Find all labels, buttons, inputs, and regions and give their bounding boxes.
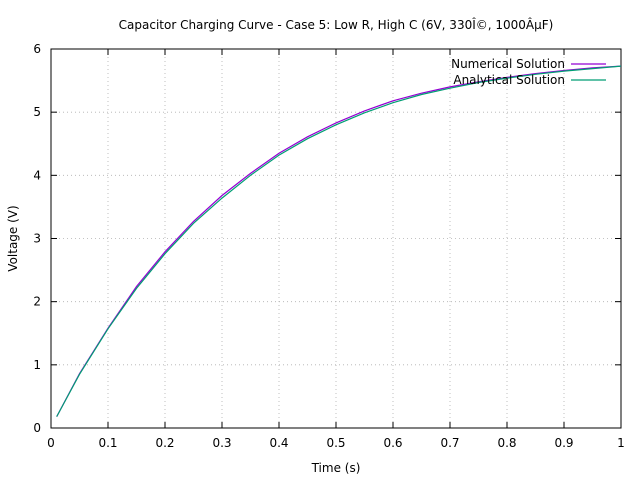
x-tick-label: 0.6 — [383, 436, 402, 450]
y-tick-label: 3 — [33, 232, 41, 246]
x-tick-label: 0.7 — [440, 436, 459, 450]
chart-title: Capacitor Charging Curve - Case 5: Low R… — [119, 17, 554, 32]
x-tick-label: 0.1 — [98, 436, 117, 450]
y-tick-label: 0 — [33, 421, 41, 435]
y-tick-label: 1 — [33, 358, 41, 372]
x-tick-label: 1 — [617, 436, 625, 450]
y-tick-label: 5 — [33, 105, 41, 119]
legend-label-1: Numerical Solution — [451, 57, 565, 71]
y-tick-label: 4 — [33, 168, 41, 182]
x-tick-label: 0.4 — [269, 436, 288, 450]
series-line-2 — [56, 65, 622, 417]
x-tick-label: 0 — [47, 436, 55, 450]
x-axis-label: Time (s) — [311, 461, 361, 475]
grid — [51, 49, 621, 428]
legend-label-2: Analytical Solution — [453, 73, 565, 87]
x-tick-label: 0.8 — [497, 436, 516, 450]
x-tick-label: 0.2 — [155, 436, 174, 450]
series-line-1 — [56, 65, 622, 417]
y-tick-label: 6 — [33, 42, 41, 56]
legend: Numerical Solution Analytical Solution — [451, 57, 606, 87]
x-tick-label: 0.5 — [326, 436, 345, 450]
x-tick-label: 0.9 — [554, 436, 573, 450]
y-axis-label: Voltage (V) — [6, 205, 20, 271]
series-layer — [56, 65, 622, 417]
axis-ticks: 0 0.1 0.2 0.3 0.4 0.5 0.6 0.7 0.8 0.9 1 0 1 2 3 4 5 6 — [33, 42, 624, 450]
x-tick-label: 0.3 — [212, 436, 231, 450]
y-tick-label: 2 — [33, 295, 41, 309]
